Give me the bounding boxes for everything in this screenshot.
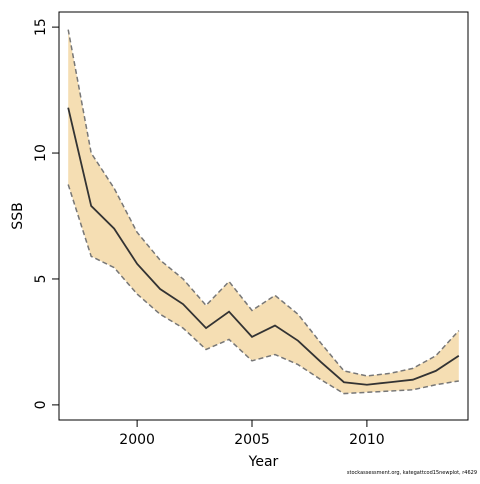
upper-bound-line [67,29,460,377]
footer-note: stockassessment.org, kategattcod15newplo… [346,470,477,476]
y-axis-label: SSB [10,202,26,229]
lower-bound-line [67,184,459,395]
x-tick-label: 2010 [349,432,385,448]
y-tick-label: 15 [33,18,49,36]
ssb-estimate-line [67,107,460,386]
confidence-band-layer [68,29,459,394]
x-tick-label: 2005 [234,432,270,448]
y-tick-label: 10 [33,144,49,162]
y-tick-label: 0 [33,400,49,409]
y-tick-label: 5 [33,274,49,283]
lines-layer [67,29,460,395]
confidence-band [68,29,459,394]
x-tick-label: 2000 [119,432,155,448]
x-axis-label: Year [248,454,279,470]
axes-layer: 2000 2005 2010 0 5 10 15 [33,11,469,448]
